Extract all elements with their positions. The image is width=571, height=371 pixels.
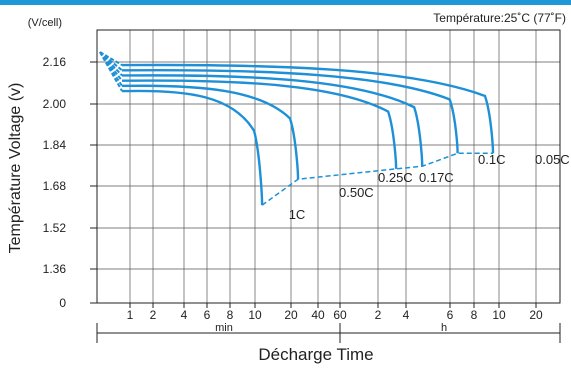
series-initial-drop (99, 51, 123, 92)
x-tick-label: 40 (311, 308, 325, 322)
series-label: 0.05C (535, 152, 570, 167)
series-label: 1C (289, 207, 306, 222)
x-tick-label: 10 (248, 308, 262, 322)
y-tick-label: 2.00 (43, 97, 67, 111)
series-curve (122, 84, 300, 180)
series-initial-drop (99, 51, 123, 77)
series-initial-drop (99, 51, 123, 82)
series-curve (122, 89, 264, 206)
y-tick-label: 1.84 (43, 138, 67, 152)
series-curve (122, 79, 398, 169)
series-label: 0.1C (478, 152, 505, 167)
grid (97, 30, 560, 303)
x-tick-label: 1 (127, 308, 134, 322)
x-tick-label: 6 (204, 308, 211, 322)
series-label: 0.17C (419, 170, 454, 185)
x-tick-labels: 1 2 4 6 8 10 20 40 60 2 4 6 8 10 20 (127, 303, 543, 322)
y-tick-label: 1.52 (43, 221, 67, 235)
series-curve (122, 63, 495, 154)
x-group-label-h: h (441, 322, 447, 334)
x-tick-label: 4 (181, 308, 188, 322)
y-tick-label: 1.68 (43, 179, 67, 193)
x-tick-label: 8 (471, 308, 478, 322)
series-initial-drop (99, 51, 123, 72)
end-voltage-line (261, 152, 494, 206)
x-axis-title: Décharge Time (258, 345, 373, 364)
x-group-label-min: min (215, 322, 233, 334)
y-axis-title: Température Voltage (v) (7, 83, 24, 254)
x-tick-label: 10 (492, 308, 506, 322)
series-label: 0.50C (339, 185, 374, 200)
x-tick-label: 8 (227, 308, 234, 322)
temperature-note: Température:25˚C (77˚F) (433, 11, 566, 25)
x-tick-label: 20 (529, 308, 543, 322)
x-tick-label: 60 (333, 308, 347, 322)
x-tick-label: 6 (447, 308, 454, 322)
x-tick-label: 2 (150, 308, 157, 322)
axes (96, 29, 561, 304)
y-tick-labels: 2.16 2.00 1.84 1.68 1.52 1.36 0 (43, 55, 97, 310)
time-unit-bracket: min h (96, 322, 561, 343)
curves (99, 51, 495, 206)
top-accent-bar (0, 0, 571, 5)
x-tick-label: 4 (403, 308, 410, 322)
y-tick-label: 1.36 (43, 262, 67, 276)
series-labels: 0.05C 0.1C 0.17C 0.25C 0.50C 1C (289, 152, 570, 222)
y-tick-label: 2.16 (43, 55, 67, 69)
y-unit-label: (V/cell) (28, 17, 62, 29)
plot-frame (96, 29, 561, 304)
series-curve (122, 74, 424, 167)
series-label: 0.25C (378, 170, 413, 185)
series-curve (122, 68, 459, 154)
x-tick-label: 2 (375, 308, 382, 322)
y-tick-label: 0 (59, 296, 66, 310)
x-tick-label: 20 (284, 308, 298, 322)
series-initial-drop (99, 51, 123, 66)
